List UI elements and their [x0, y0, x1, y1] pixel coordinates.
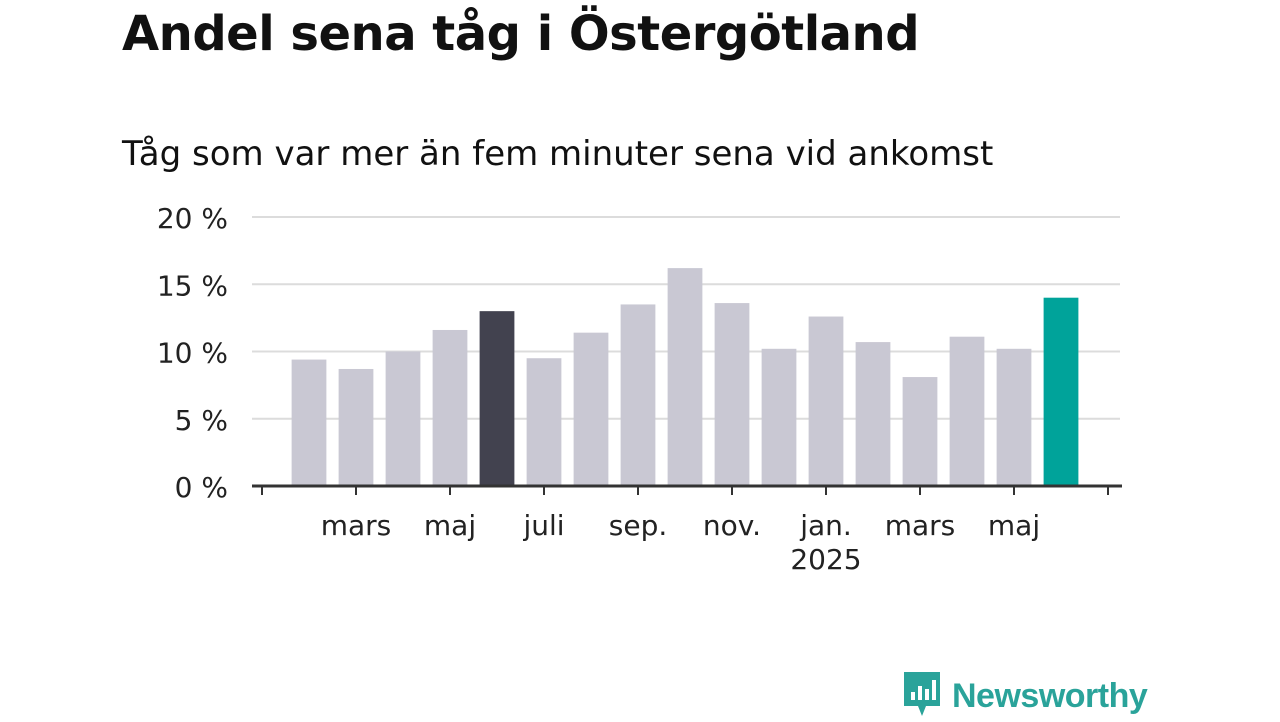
x-tick-sublabel: 2025 [790, 543, 861, 576]
x-tick-label: maj [424, 509, 476, 542]
chart-title: Andel sena tåg i Östergötland [122, 6, 920, 62]
bar [855, 342, 891, 486]
y-axis-ticks: 0 % 5 % 10 % 15 % 20 % [157, 202, 228, 504]
x-tick-label: maj [988, 509, 1040, 542]
bar [385, 351, 421, 486]
bar [949, 336, 985, 486]
bar [1043, 297, 1079, 486]
x-tick-label: jan. [799, 509, 852, 542]
newsworthy-logo: Newsworthy [902, 670, 1148, 722]
chart-subtitle: Tåg som var mer än fem minuter sena vid … [122, 134, 994, 174]
y-tick-label: 0 % [175, 471, 228, 504]
bar [714, 303, 750, 486]
bar [996, 348, 1032, 486]
y-tick-label: 5 % [175, 404, 228, 437]
brand-name: Newsworthy [952, 676, 1148, 715]
bar [338, 368, 374, 486]
bar [761, 348, 797, 486]
y-tick-label: 10 % [157, 337, 228, 370]
y-tick-label: 15 % [157, 269, 228, 302]
x-tick-label: juli [522, 509, 564, 542]
y-tick-label: 20 % [157, 202, 228, 235]
bar [808, 316, 844, 486]
bar [479, 311, 515, 486]
x-tick-label: nov. [703, 509, 761, 542]
bar [573, 332, 609, 486]
bar [902, 377, 938, 486]
bar [526, 358, 562, 486]
bar-chart-speech-bubble-icon [902, 670, 942, 722]
bar [667, 268, 703, 486]
bar [620, 304, 656, 486]
bar [432, 329, 468, 486]
bars [291, 268, 1079, 486]
x-tick-label: sep. [609, 509, 668, 542]
x-tick-label: mars [321, 509, 392, 542]
x-tick-label: mars [885, 509, 956, 542]
bar [291, 359, 327, 486]
